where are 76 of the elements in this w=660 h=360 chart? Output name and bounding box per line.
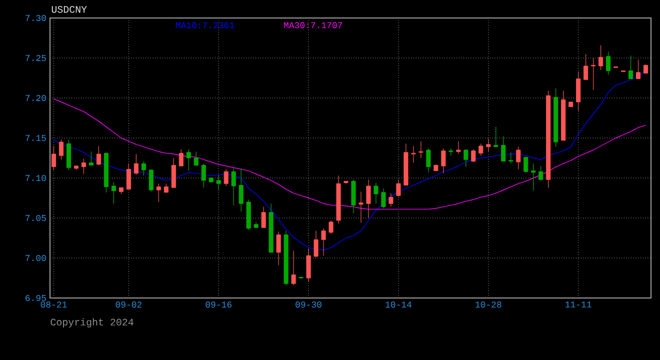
candlestick <box>531 163 536 192</box>
candlestick <box>388 192 394 208</box>
candlestick <box>501 136 506 162</box>
candlestick <box>58 139 64 160</box>
candlestick <box>148 168 154 192</box>
candlestick <box>606 51 611 76</box>
candlestick <box>261 206 266 228</box>
candlestick <box>66 139 72 170</box>
candlestick <box>224 168 228 186</box>
candlestick <box>314 230 318 258</box>
y-tick-label: 7.20 <box>26 94 46 102</box>
y-tick-label: 6.95 <box>26 294 46 302</box>
candlestick <box>156 183 161 202</box>
x-tick-label: 10-28 <box>476 302 502 308</box>
candlestick <box>576 71 581 112</box>
x-tick-label: 10-14 <box>386 302 412 308</box>
candlestick <box>276 231 281 266</box>
candlestick <box>358 191 364 224</box>
candlestick <box>508 152 514 164</box>
candlestick <box>111 182 116 204</box>
candlestick <box>134 154 138 176</box>
y-tick-label: 7.30 <box>26 14 46 22</box>
candlestick <box>374 182 378 204</box>
candlestick <box>96 146 101 166</box>
candlestick <box>81 158 86 174</box>
y-tick-label: 7.10 <box>26 174 46 182</box>
candlestick <box>538 166 544 181</box>
candlestick <box>441 148 446 174</box>
candlestick <box>471 148 476 162</box>
text: Copyright 2024 <box>50 318 134 328</box>
candlestick <box>636 59 641 80</box>
x-tick-label: 11-11 <box>566 302 592 308</box>
candlestick <box>194 151 198 166</box>
candlestick <box>598 44 604 70</box>
candlestick <box>591 58 596 90</box>
candlestick <box>328 220 334 234</box>
candlestick <box>238 168 244 212</box>
candlestick <box>396 179 401 197</box>
x-tick-label: 09-16 <box>206 302 232 308</box>
candlestick <box>524 156 528 173</box>
chart-title: USDCNY <box>52 6 87 13</box>
x-tick-label: 09-02 <box>116 302 142 308</box>
text: MA30:7.1707 <box>284 22 342 28</box>
x-tick-label: 08-21 <box>40 302 67 308</box>
candlestick <box>291 250 296 286</box>
candlestick <box>516 146 521 170</box>
candlestick <box>231 168 236 206</box>
candlestick <box>201 163 206 188</box>
candlestick <box>464 148 468 168</box>
x-tick-label: 09-30 <box>296 302 322 308</box>
candlestick <box>51 146 56 170</box>
candlestick <box>366 179 371 218</box>
candlestick <box>426 148 431 173</box>
candlestick <box>186 148 191 172</box>
candlestick <box>178 148 184 166</box>
text: MA10:7.2361 <box>176 22 234 28</box>
candlestick <box>88 151 94 166</box>
candlestick <box>478 143 484 156</box>
candlestick <box>486 138 491 152</box>
candlestick <box>628 55 634 80</box>
y-tick-label: 7.15 <box>26 135 46 141</box>
candlestick <box>351 179 356 214</box>
y-tick-label: 7.00 <box>26 254 46 262</box>
candlestick <box>381 188 386 209</box>
candlestick <box>126 163 131 190</box>
candlestick <box>494 126 498 148</box>
candlestick <box>216 174 221 192</box>
candlestick <box>171 158 176 188</box>
candlestick <box>306 248 311 282</box>
candlestick <box>456 140 461 154</box>
y-tick-label: 7.05 <box>26 214 46 222</box>
candlestick <box>584 54 588 81</box>
candlestick <box>141 160 146 176</box>
y-tick-label: 7.25 <box>26 54 46 62</box>
candlestick <box>321 228 326 256</box>
candlestick <box>411 146 416 164</box>
